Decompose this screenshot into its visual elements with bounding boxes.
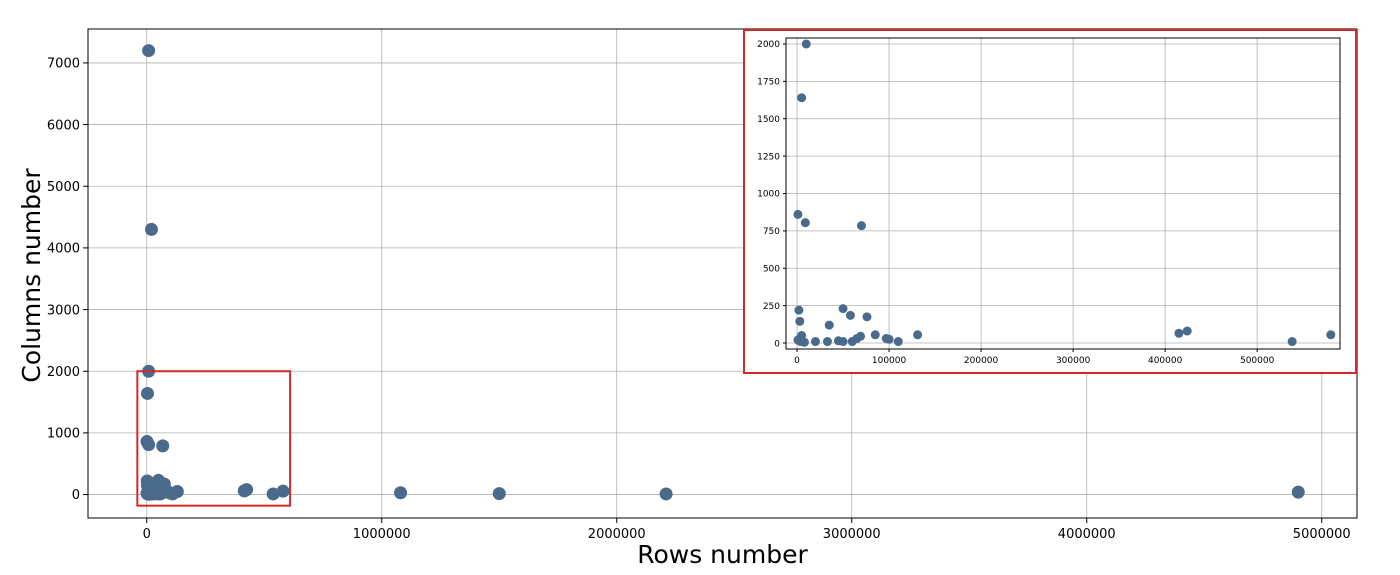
main-x-tick-label: 4000000 <box>1058 527 1116 542</box>
main-x-tick-label: 1000000 <box>353 527 411 542</box>
inset-x-tick-label: 300000 <box>1056 356 1091 366</box>
inset-data-point <box>822 337 832 347</box>
main-data-point <box>144 222 158 236</box>
inset-data-point <box>838 337 848 347</box>
x-axis-label: Rows number <box>637 540 808 569</box>
main-data-point <box>276 484 290 498</box>
inset-y-tick-label: 1000 <box>757 190 780 200</box>
inset-data-point <box>838 304 848 314</box>
main-y-tick-label: 3000 <box>47 303 80 318</box>
main-data-point <box>266 487 280 501</box>
inset-points <box>793 39 1336 347</box>
main-y-tick-label: 6000 <box>47 118 80 133</box>
inset-data-point <box>824 320 834 330</box>
main-x-tick-label: 0 <box>143 527 151 542</box>
main-ticks: 0 1000000 2000000 3000000 4000000 50000000100… <box>47 57 1351 542</box>
inset-data-point <box>913 330 923 340</box>
inset-plot-frame <box>785 37 1341 350</box>
main-y-tick-label: 4000 <box>47 242 80 257</box>
inset-y-tick-label: 2000 <box>757 40 780 50</box>
inset-data-point <box>893 337 903 347</box>
zoom-region-box <box>136 370 292 507</box>
main-y-tick-label: 7000 <box>47 57 80 72</box>
inset-data-point <box>1287 337 1297 347</box>
inset-y-tick-label: 500 <box>763 264 780 274</box>
main-y-tick-label: 0 <box>72 488 80 503</box>
inset-data-point <box>1174 328 1184 338</box>
inset-grid <box>786 38 1340 349</box>
inset-y-tick-label: 1750 <box>757 78 780 88</box>
main-x-tick-label: 3000000 <box>823 527 881 542</box>
inset-data-point <box>793 209 803 219</box>
inset-data-point <box>799 337 809 347</box>
main-y-tick-label: 5000 <box>47 180 80 195</box>
inset-data-point <box>810 337 820 347</box>
inset-data-point <box>794 305 804 315</box>
inset-data-point <box>862 312 872 322</box>
main-y-tick-label: 2000 <box>47 365 80 380</box>
inset-ticks: 0 100000 200000 300000 400000 500000 0 250 500 75… <box>757 40 1275 366</box>
inset-data-point <box>856 331 866 341</box>
inset-x-tick-label: 200000 <box>964 356 999 366</box>
inset-data-point <box>856 221 866 231</box>
inset-x-tick-label: 0 <box>794 356 800 366</box>
main-x-tick-label: 5000000 <box>1293 527 1351 542</box>
main-data-point <box>170 484 184 498</box>
inset-data-point <box>801 39 811 49</box>
main-y-tick-label: 1000 <box>47 427 80 442</box>
inset-x-tick-label: 400000 <box>1148 356 1183 366</box>
main-data-point <box>492 487 506 501</box>
inset-y-tick-label: 1250 <box>757 152 780 162</box>
inset-data-point <box>870 330 880 340</box>
inset-y-tick-label: 750 <box>763 227 780 237</box>
y-axis-label: Columns number <box>17 168 46 383</box>
inset-y-tick-label: 0 <box>774 339 780 349</box>
main-data-point <box>140 386 154 400</box>
inset-y-tick-label: 250 <box>763 302 780 312</box>
inset-y-tick-label: 1500 <box>757 115 780 125</box>
main-data-point <box>394 486 408 500</box>
main-points <box>140 44 1305 501</box>
main-data-point <box>142 438 156 452</box>
main-data-point <box>240 483 254 497</box>
inset-data-point <box>797 93 807 103</box>
inset-data-point <box>884 334 894 344</box>
inset-data-point <box>1326 330 1336 340</box>
inset-data-point <box>1182 326 1192 336</box>
main-data-point <box>156 439 170 453</box>
main-x-tick-label: 2000000 <box>588 527 646 542</box>
inset-data-point <box>800 218 810 228</box>
inset-data-point <box>795 316 805 326</box>
inset-data-point <box>845 310 855 320</box>
main-data-point <box>659 487 673 501</box>
inset-x-tick-label: 100000 <box>872 356 907 366</box>
main-data-point <box>142 44 156 58</box>
inset-x-tick-label: 500000 <box>1240 356 1275 366</box>
main-data-point <box>1291 485 1305 499</box>
